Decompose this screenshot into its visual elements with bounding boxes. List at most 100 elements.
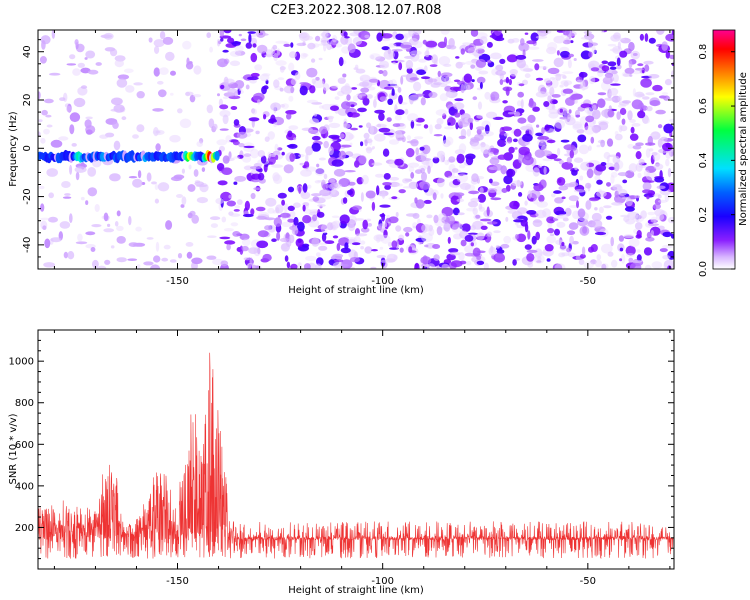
heatmap-cell [74, 166, 87, 173]
heatmap-cell [367, 223, 372, 227]
heatmap-cell [362, 219, 369, 230]
heatmap-cell [71, 143, 77, 147]
heatmap-cell [38, 119, 43, 122]
heatmap-cell [466, 128, 471, 137]
heatmap-cell [331, 187, 336, 195]
heatmap-cell [410, 172, 415, 179]
heatmap-cell [432, 157, 440, 164]
heatmap-cell [228, 194, 232, 199]
heatmap-cell [69, 164, 73, 175]
heatmap-cell [499, 79, 504, 85]
heatmap-cell [405, 59, 414, 70]
heatmap-cell [109, 173, 121, 182]
heatmap-cell [376, 225, 383, 231]
heatmap-cell [255, 206, 266, 212]
heatmap-cell [317, 242, 328, 245]
colorbar-tick-label: 0.8 [698, 44, 709, 60]
heatmap-cell [234, 91, 239, 97]
heatmap-cell [594, 231, 607, 236]
heatmap-cell [445, 92, 453, 97]
heatmap-cell [413, 41, 423, 49]
heatmap-cell [133, 82, 143, 86]
heatmap-cell [657, 124, 663, 129]
heatmap-cell [612, 155, 621, 164]
heatmap-cell [328, 146, 334, 156]
heatmap-cell [381, 33, 393, 39]
heatmap-cell [293, 137, 297, 141]
heatmap-cell [192, 94, 202, 98]
heatmap-cell [635, 151, 642, 160]
heatmap-cell [273, 121, 278, 128]
heatmap-cell [302, 53, 309, 58]
heatmap-cell [350, 104, 355, 108]
heatmap-cell [150, 264, 161, 269]
heatmap-cell [541, 145, 548, 152]
heatmap-cell [495, 64, 504, 72]
heatmap-cell [473, 45, 485, 50]
heatmap-cell [480, 225, 488, 230]
heatmap-cell [645, 142, 656, 146]
heatmap-cell [665, 33, 674, 42]
heatmap-cell [449, 86, 460, 91]
heatmap-cell [426, 214, 433, 219]
heatmap-cell [243, 153, 252, 157]
heatmap-cell [347, 189, 353, 196]
heatmap-cell [254, 64, 263, 71]
heatmap-cell [212, 123, 218, 131]
heatmap-cell [597, 98, 606, 108]
heatmap-x-tick-label: -50 [580, 276, 596, 287]
heatmap-cell [559, 244, 569, 251]
heatmap-cell [72, 68, 81, 76]
heatmap-cell [281, 243, 288, 250]
heatmap-cell [135, 226, 142, 232]
heatmap-cell [355, 68, 366, 74]
heatmap-cell [388, 79, 394, 85]
heatmap-cell [614, 194, 626, 204]
heatmap-cell [317, 224, 328, 230]
heatmap-cell [220, 37, 224, 42]
heatmap-cell [267, 155, 276, 165]
heatmap-cell [655, 109, 666, 115]
heatmap-cell [437, 77, 441, 84]
heatmap-cell [307, 42, 316, 50]
heatmap-cell [314, 180, 321, 184]
heatmap-cell [249, 166, 262, 170]
heatmap-cell [347, 215, 357, 225]
heatmap-cell [403, 33, 413, 38]
heatmap-cell [645, 92, 655, 96]
heatmap-cell [263, 114, 267, 120]
heatmap-cell [420, 76, 431, 80]
heatmap-cell [321, 232, 327, 242]
heatmap-cell [392, 61, 396, 65]
heatmap-cell [358, 125, 363, 128]
heatmap-cell [645, 171, 657, 181]
heatmap-cell [606, 93, 613, 98]
heatmap-cell [242, 213, 254, 218]
heatmap-cell [91, 224, 102, 228]
heatmap-cell [665, 158, 670, 167]
heatmap-cell [652, 203, 662, 210]
heatmap-cell [383, 229, 388, 239]
heatmap-cell [622, 179, 628, 184]
heatmap-cell [44, 238, 51, 249]
heatmap-cell [283, 164, 294, 174]
heatmap-cell [407, 113, 419, 122]
heatmap-cell [116, 210, 121, 217]
heatmap-cell [289, 210, 296, 218]
heatmap-cell [378, 70, 384, 74]
heatmap-cell [247, 31, 256, 34]
heatmap-cell [476, 114, 484, 119]
heatmap-cell [464, 80, 468, 91]
heatmap-cell [286, 113, 292, 120]
heatmap-cell [349, 257, 360, 263]
heatmap-cell [302, 204, 306, 212]
heatmap-cell [619, 107, 627, 116]
heatmap-cell [380, 64, 389, 69]
heatmap-cell [403, 226, 413, 233]
heatmap-y-tick-label: 40 [22, 45, 33, 58]
heatmap-cell [628, 163, 638, 173]
heatmap-cell [618, 235, 625, 242]
heatmap-cell [471, 173, 479, 183]
heatmap-cell [459, 182, 471, 190]
heatmap-cell [546, 216, 556, 224]
